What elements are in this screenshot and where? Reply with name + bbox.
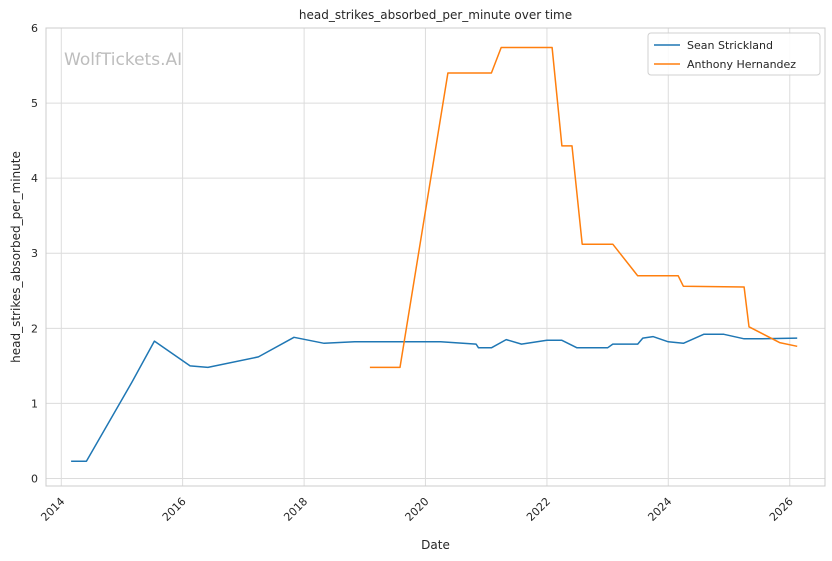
x-tick-label: 2026 (767, 495, 796, 524)
x-tick-label: 2014 (38, 495, 67, 524)
y-tick-label: 6 (31, 22, 38, 35)
legend-label: Sean Strickland (687, 39, 773, 52)
series-line-sean-strickland (71, 333, 798, 462)
legend: Sean Strickland Anthony Hernandez (647, 32, 821, 76)
x-axis-label: Date (421, 538, 450, 552)
grid (46, 27, 825, 486)
series-line-anthony-hernandez (369, 46, 798, 369)
series-lines (71, 46, 798, 462)
y-tick-label: 4 (31, 172, 38, 185)
plot-area (45, 27, 826, 487)
x-tick-label: 2024 (645, 495, 674, 524)
legend-box (647, 32, 821, 76)
x-tick-label: 2022 (524, 495, 553, 524)
y-tick-label: 1 (31, 397, 38, 410)
x-tick-label: 2018 (281, 495, 310, 524)
y-tick-label: 0 (31, 472, 38, 485)
watermark-text: WolfTickets.AI (64, 50, 182, 70)
y-axis-label: head_strikes_absorbed_per_minute (9, 151, 23, 363)
axis-ticks: 2014 2016 2018 2020 2022 2024 2026 0 1 2 3 4 5 6 (31, 22, 796, 524)
y-tick-label: 3 (31, 247, 38, 260)
x-tick-label: 2016 (160, 495, 189, 524)
x-tick-label: 2020 (403, 495, 432, 524)
y-tick-label: 5 (31, 97, 38, 110)
y-tick-label: 2 (31, 322, 38, 335)
chart-title: head_strikes_absorbed_per_minute over ti… (299, 8, 572, 22)
legend-label: Anthony Hernandez (687, 58, 796, 71)
